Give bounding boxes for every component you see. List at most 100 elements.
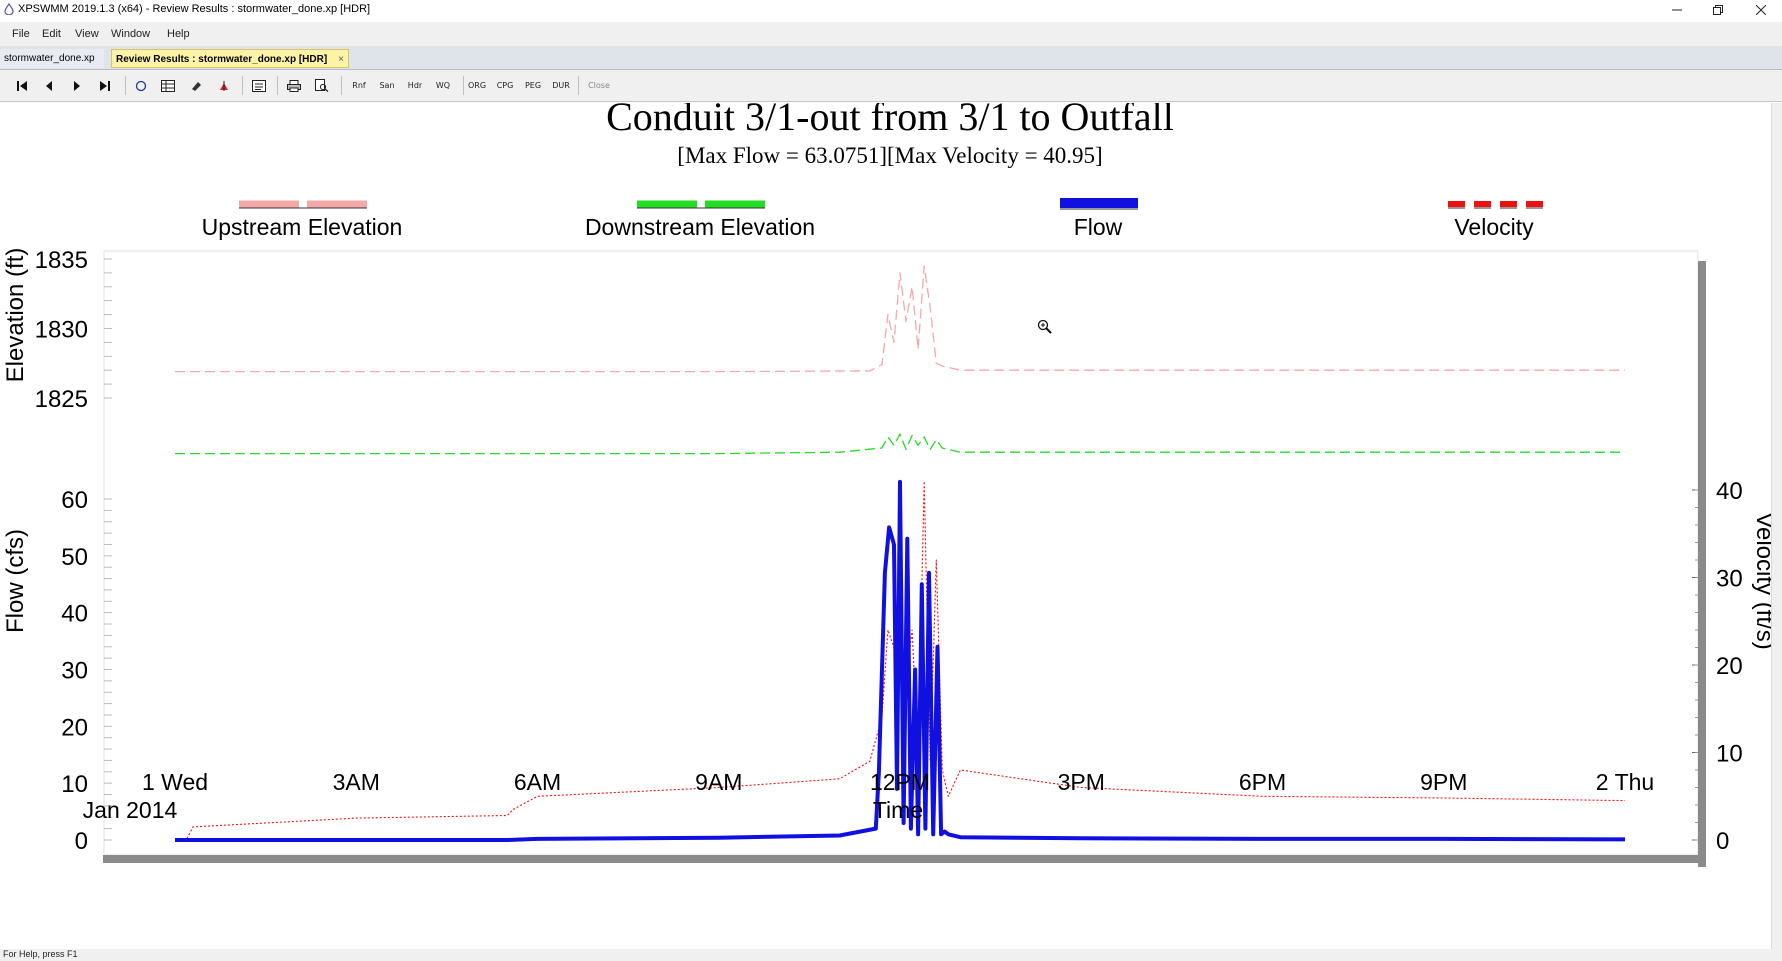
menu-bar: File Edit View Window Help bbox=[0, 22, 1782, 46]
first-icon bbox=[17, 80, 27, 91]
plot-shadow-bottom bbox=[103, 855, 1706, 863]
title-bar: XPSWMM 2019.1.3 (x64) - Review Results :… bbox=[0, 0, 1782, 19]
legend: Upstream Elevation Downstream Elevation … bbox=[202, 198, 1546, 240]
toolbar-separator bbox=[242, 76, 243, 95]
menu-edit[interactable]: Edit bbox=[42, 28, 61, 40]
series-velocity bbox=[174, 480, 1626, 841]
x-tick-label: 6AM bbox=[514, 769, 561, 795]
flow-tick-label: 30 bbox=[61, 658, 88, 685]
window-title: XPSWMM 2019.1.3 (x64) - Review Results :… bbox=[18, 3, 371, 15]
pin-icon bbox=[220, 80, 228, 91]
toolbar-separator bbox=[125, 76, 126, 95]
plot-shadow-right bbox=[1698, 261, 1706, 867]
close-button[interactable]: Close bbox=[588, 81, 610, 90]
y-axis-label-flow: Flow (cfs) bbox=[2, 529, 29, 633]
report-icon bbox=[252, 79, 266, 92]
elevation-tick-label: 1835 bbox=[35, 247, 88, 274]
chart-area[interactable]: 1 Wed 3AM 6AM 9AM 12PM 3PM 6PM 9PM 2 Thu 1835 1830… bbox=[0, 103, 1782, 949]
previous-record-button[interactable] bbox=[40, 76, 58, 95]
tab-stormwater-done[interactable]: stormwater_done.xp bbox=[0, 49, 104, 68]
menu-window[interactable]: Window bbox=[111, 28, 151, 40]
peg-button[interactable]: PEG bbox=[524, 81, 542, 90]
x-axis-label: Time bbox=[873, 797, 923, 823]
next-record-button[interactable] bbox=[68, 76, 86, 95]
previous-icon bbox=[46, 80, 52, 91]
print-preview-icon bbox=[315, 79, 329, 92]
cpg-button[interactable]: CPG bbox=[496, 81, 514, 90]
restore-icon bbox=[1713, 4, 1723, 15]
next-icon bbox=[74, 80, 80, 91]
velocity-tick-label: 20 bbox=[1716, 653, 1743, 680]
results-chart: 1 Wed 3AM 6AM 9AM 12PM 3PM 6PM 9PM 2 Thu 1835 1830… bbox=[2, 103, 1778, 867]
legend-downstream-elevation: Downstream Elevation bbox=[585, 214, 815, 240]
x-tick-label: 9PM bbox=[1420, 769, 1467, 795]
menu-file[interactable]: File bbox=[12, 28, 30, 40]
x-tick-label: 9AM bbox=[695, 769, 742, 795]
velocity-tick-label: 10 bbox=[1716, 741, 1743, 768]
menu-view[interactable]: View bbox=[75, 28, 99, 40]
tab-close-icon[interactable]: × bbox=[338, 54, 344, 65]
flow-tick-label: 40 bbox=[61, 601, 88, 628]
last-record-button[interactable] bbox=[96, 76, 114, 95]
print-icon bbox=[287, 79, 301, 92]
dur-button[interactable]: DUR bbox=[552, 81, 570, 90]
san-button[interactable]: San bbox=[379, 81, 395, 90]
table-button[interactable] bbox=[159, 76, 177, 95]
status-text: For Help, press F1 bbox=[3, 949, 78, 959]
elevation-tick-label: 1825 bbox=[35, 386, 88, 413]
pin-button[interactable] bbox=[215, 76, 233, 95]
tab-review-results[interactable]: Review Results : stormwater_done.xp [HDR… bbox=[111, 49, 349, 68]
status-bar: For Help, press F1 bbox=[0, 949, 1782, 961]
x-axis-date-label: Jan 2014 bbox=[83, 797, 178, 823]
legend-upstream-elevation: Upstream Elevation bbox=[202, 214, 403, 240]
table-icon bbox=[161, 79, 175, 92]
wq-button[interactable]: WQ bbox=[435, 81, 451, 90]
close-icon bbox=[1756, 4, 1766, 15]
tab-label: stormwater_done.xp bbox=[4, 53, 95, 64]
toolbar-separator bbox=[341, 76, 342, 95]
zoom-cursor-icon bbox=[1037, 319, 1052, 334]
last-icon bbox=[100, 80, 110, 91]
select-button[interactable] bbox=[132, 76, 150, 95]
chart-subtitle: [Max Flow = 63.0751][Max Velocity = 40.9… bbox=[677, 143, 1102, 168]
velocity-tick-label: 40 bbox=[1716, 478, 1743, 505]
first-record-button[interactable] bbox=[13, 76, 31, 95]
velocity-tick-label: 0 bbox=[1716, 828, 1729, 855]
tab-label: Review Results : stormwater_done.xp [HDR… bbox=[116, 54, 328, 65]
flow-tick-label: 20 bbox=[61, 714, 88, 741]
flow-tick-label: 10 bbox=[61, 771, 88, 798]
x-tick-label: 1 Wed bbox=[142, 769, 208, 795]
eraser-icon bbox=[192, 81, 201, 91]
flow-tick-label: 0 bbox=[75, 828, 88, 855]
toolbar-separator bbox=[578, 76, 579, 95]
elevation-tick-label: 1830 bbox=[35, 317, 88, 344]
vertical-scrollbar[interactable] bbox=[1771, 103, 1782, 949]
velocity-tick-label: 30 bbox=[1716, 566, 1743, 593]
toolbar-separator bbox=[277, 76, 278, 95]
minimize-button[interactable] bbox=[1657, 0, 1697, 19]
app-logo-icon bbox=[4, 3, 14, 15]
flow-tick-label: 60 bbox=[61, 487, 88, 514]
tick-layer: 1 Wed 3AM 6AM 9AM 12PM 3PM 6PM 9PM 2 Thu 1835 1830… bbox=[35, 247, 1743, 855]
x-tick-label: 6PM bbox=[1239, 769, 1286, 795]
toolbar: Rnf San Hdr WQ ORG CPG PEG DUR Close bbox=[0, 70, 1782, 102]
chart-title: Conduit 3/1-out from 3/1 to Outfall bbox=[606, 103, 1174, 139]
x-tick-label: 12PM bbox=[870, 769, 930, 795]
menu-help[interactable]: Help bbox=[167, 28, 190, 40]
print-button[interactable] bbox=[285, 76, 303, 95]
minimize-icon bbox=[1672, 9, 1682, 10]
eraser-button[interactable] bbox=[187, 76, 205, 95]
hdr-button[interactable]: Hdr bbox=[407, 81, 423, 90]
report-button[interactable] bbox=[250, 76, 268, 95]
close-window-button[interactable] bbox=[1741, 0, 1781, 19]
series-flow bbox=[175, 479, 1626, 842]
series-layer bbox=[174, 265, 1626, 842]
x-tick-label: 3AM bbox=[333, 769, 380, 795]
rnf-button[interactable]: Rnf bbox=[352, 81, 366, 90]
print-preview-button[interactable] bbox=[313, 76, 331, 95]
legend-velocity: Velocity bbox=[1454, 214, 1534, 240]
x-tick-label: 3PM bbox=[1058, 769, 1105, 795]
x-tick-label: 2 Thu bbox=[1596, 769, 1654, 795]
org-button[interactable]: ORG bbox=[467, 81, 487, 90]
restore-button[interactable] bbox=[1698, 0, 1738, 19]
